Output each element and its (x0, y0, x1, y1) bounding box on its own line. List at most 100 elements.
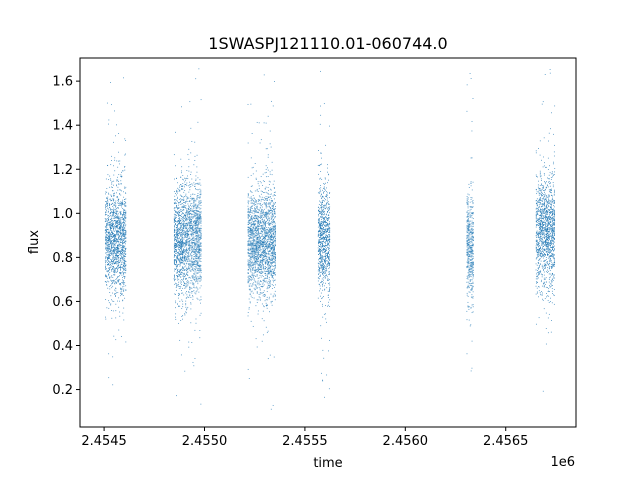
data-point (123, 203, 125, 205)
data-point (125, 231, 127, 233)
data-point (182, 260, 183, 262)
data-point (118, 281, 120, 283)
data-point (260, 216, 262, 218)
data-point (250, 320, 252, 322)
data-point (110, 262, 112, 264)
data-point (189, 229, 191, 231)
data-point (200, 210, 202, 212)
data-point (250, 221, 252, 223)
data-point (197, 248, 199, 250)
data-point (254, 288, 256, 290)
data-point (188, 265, 190, 267)
data-point (251, 223, 253, 225)
data-point (270, 199, 272, 201)
data-point (111, 245, 113, 247)
data-point (190, 297, 192, 298)
data-point (250, 244, 252, 246)
data-point (119, 245, 121, 247)
data-point (189, 238, 191, 239)
data-point (259, 272, 261, 273)
data-point (196, 166, 198, 168)
data-point (122, 248, 124, 250)
data-point (192, 283, 194, 285)
data-point (180, 215, 182, 217)
data-point (266, 299, 268, 301)
data-point (107, 196, 109, 198)
data-point (267, 330, 269, 332)
data-point (274, 202, 276, 204)
data-point (113, 222, 115, 224)
data-point (177, 256, 179, 258)
data-point (113, 255, 115, 257)
data-point (174, 300, 176, 302)
data-point (177, 268, 179, 270)
data-point (118, 279, 120, 281)
data-point (122, 226, 124, 228)
data-point (200, 268, 202, 270)
data-point (107, 269, 109, 271)
data-point (110, 164, 112, 166)
data-point (117, 300, 118, 302)
data-point (119, 251, 120, 252)
data-point (179, 190, 181, 192)
data-point (178, 210, 180, 212)
data-point (190, 253, 192, 255)
data-point (123, 226, 125, 228)
data-point (176, 262, 178, 264)
data-point (253, 216, 255, 218)
data-point (255, 269, 257, 271)
data-point (200, 223, 202, 224)
data-point (183, 260, 185, 262)
data-point (250, 157, 252, 159)
data-point (125, 205, 127, 207)
data-point (262, 259, 264, 261)
data-point (200, 245, 202, 247)
data-point (116, 259, 117, 261)
data-point (200, 237, 202, 238)
data-point (199, 195, 201, 197)
data-point (186, 238, 188, 240)
data-point (253, 203, 255, 204)
data-point (193, 210, 195, 212)
data-point (260, 193, 262, 195)
data-point (111, 260, 112, 262)
data-point (114, 239, 116, 241)
data-point (186, 297, 188, 299)
data-point (268, 180, 270, 182)
data-point (253, 244, 255, 246)
data-point (193, 197, 195, 199)
data-point (121, 229, 123, 231)
data-point (196, 213, 198, 215)
data-point (262, 255, 264, 257)
data-point (200, 230, 202, 232)
data-point (272, 285, 274, 287)
data-point (199, 232, 201, 234)
data-point (264, 243, 266, 245)
data-point (267, 262, 269, 264)
data-point (190, 205, 192, 207)
data-point (109, 232, 111, 234)
data-point (117, 261, 119, 262)
data-point (268, 238, 270, 240)
data-point (109, 288, 111, 290)
data-point (254, 271, 256, 273)
data-point (119, 261, 121, 263)
data-point (115, 254, 117, 256)
data-point (124, 269, 126, 271)
data-point (257, 242, 259, 243)
data-point (265, 217, 267, 219)
data-point (247, 214, 249, 216)
data-point (120, 175, 122, 177)
data-point (188, 217, 189, 218)
data-point (186, 234, 188, 236)
data-point (273, 273, 275, 275)
data-point (114, 216, 116, 218)
data-point (258, 247, 260, 248)
data-point (249, 227, 251, 229)
data-point (190, 171, 192, 173)
data-point (267, 223, 269, 225)
data-point (123, 282, 125, 284)
data-point (264, 277, 266, 279)
data-point (114, 240, 116, 242)
data-point (199, 274, 201, 276)
